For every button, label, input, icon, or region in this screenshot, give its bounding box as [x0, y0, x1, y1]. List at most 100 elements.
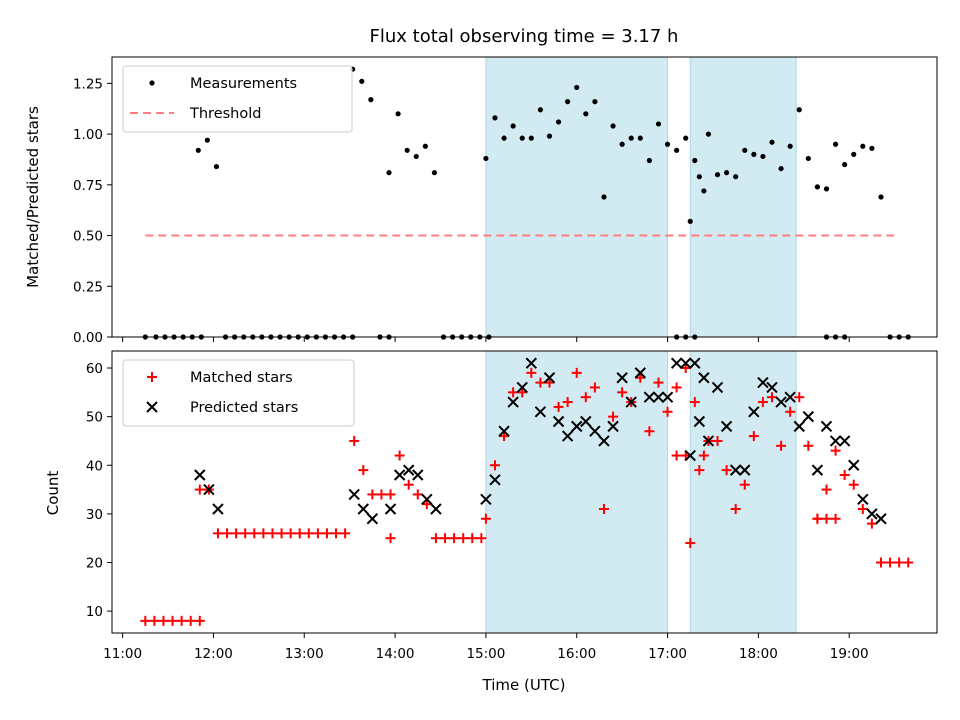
matched-star-point — [712, 435, 723, 446]
predicted-star-point — [739, 464, 751, 476]
matched-star-point — [517, 387, 528, 398]
measurement-point — [823, 186, 830, 192]
matched-star-point — [231, 528, 242, 539]
measurement-point — [814, 184, 821, 190]
predicted-star-point — [616, 372, 628, 384]
measurement-point — [723, 170, 730, 176]
matched-star-point — [212, 528, 223, 539]
y-tick-label: 60 — [86, 361, 103, 377]
measurement-point — [413, 153, 419, 160]
measurement-point — [395, 111, 401, 117]
predicted-star-point — [766, 381, 778, 394]
predicted-star-point — [689, 357, 701, 369]
matched-star-point — [635, 372, 646, 383]
shaded-region — [689, 56, 797, 338]
y-tick-label: 10 — [86, 604, 103, 620]
predicted-star-point — [866, 508, 878, 520]
legend-label: Threshold — [189, 106, 261, 122]
y-tick-label: 20 — [86, 556, 103, 572]
matched-star-point — [553, 401, 564, 412]
predicted-star-point — [793, 420, 805, 433]
measurement-point — [592, 99, 598, 105]
predicted-star-point — [480, 493, 492, 506]
predicted-star-point — [571, 420, 583, 433]
matched-star-point — [698, 450, 709, 461]
measurement-point — [742, 147, 748, 153]
legend-label: Measurements — [190, 76, 297, 92]
x-tick-label: 11:00 — [103, 646, 142, 662]
legend: Measurements Threshold — [122, 65, 353, 133]
predicted-star-point — [194, 469, 206, 481]
predicted-star-point — [643, 391, 656, 403]
predicted-star-point — [875, 513, 887, 525]
matched-star-point — [331, 528, 342, 539]
measurement-point — [769, 139, 775, 145]
matched-star-point — [176, 615, 187, 626]
matched-star-point — [349, 435, 360, 446]
shaded-region — [689, 350, 797, 634]
measurement-point — [692, 157, 698, 164]
matched-star-point — [276, 528, 287, 539]
predicted-star-point — [670, 357, 683, 369]
legend: Matched stars Predicted stars — [122, 359, 355, 427]
matched-star-point — [376, 489, 387, 500]
matched-star-point — [903, 557, 914, 568]
y-tick-label: 0.25 — [73, 279, 103, 295]
predicted-star-point — [543, 372, 556, 384]
predicted-star-point — [607, 420, 619, 433]
measurement-point — [760, 153, 766, 160]
bottom-y-axis-label: Count — [44, 471, 62, 516]
predicted-star-point — [838, 435, 851, 447]
matched-star-point — [535, 377, 546, 388]
predicted-star-point — [711, 381, 724, 394]
measurement-point — [878, 194, 884, 200]
measurement-point — [483, 155, 489, 162]
matched-star-point — [312, 528, 323, 539]
matched-star-point — [794, 392, 805, 403]
measurement-point — [842, 161, 848, 168]
predicted-star-point — [652, 391, 665, 403]
matched-star-point — [680, 363, 691, 374]
matched-star-point — [294, 528, 305, 539]
measurement-point — [431, 170, 438, 176]
matched-star-point — [671, 450, 682, 461]
matched-star-point — [830, 513, 841, 524]
matched-star-point — [303, 528, 314, 539]
matched-star-point — [185, 615, 196, 626]
matched-star-point — [140, 615, 151, 626]
predicted-star-point — [366, 513, 379, 525]
predicted-star-point — [348, 488, 360, 501]
predicted-star-point — [589, 425, 601, 437]
predicted-star-point — [784, 391, 796, 403]
matched-star-point — [358, 465, 369, 476]
measurement-point — [778, 165, 784, 172]
measurement-point — [404, 147, 410, 153]
legend-label: Matched stars — [190, 370, 293, 386]
predicted-star-point — [634, 367, 647, 379]
matched-star-point — [489, 460, 500, 471]
measurement-point — [555, 119, 562, 125]
matched-star-point — [803, 440, 814, 451]
measurement-point — [805, 155, 811, 162]
measurement-point — [683, 135, 689, 141]
matched-star-point — [367, 489, 378, 500]
measurement-point — [359, 78, 365, 84]
measurement-point — [851, 151, 857, 157]
measurement-point — [610, 123, 616, 129]
matched-star-point — [412, 489, 423, 500]
predicted-star-point — [402, 464, 415, 476]
matched-star-point — [830, 445, 841, 456]
matched-star-point — [644, 426, 655, 437]
matched-star-point — [394, 450, 405, 461]
matched-star-point — [848, 479, 859, 490]
predicted-star-point — [203, 483, 215, 496]
predicted-star-point — [829, 435, 842, 447]
matched-star-point — [421, 499, 432, 510]
predicted-star-point — [498, 425, 510, 437]
x-tick-label: 16:00 — [557, 646, 596, 662]
predicted-star-point — [729, 464, 742, 476]
matched-star-point — [158, 615, 169, 626]
predicted-star-point — [625, 396, 637, 408]
y-tick-label: 0.00 — [73, 330, 103, 346]
